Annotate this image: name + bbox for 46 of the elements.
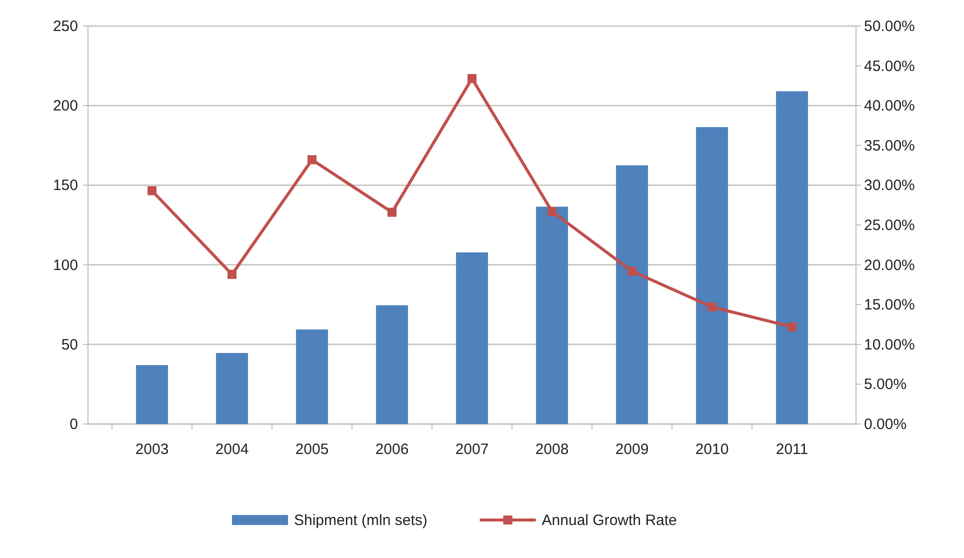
bar	[136, 365, 168, 424]
bar	[536, 206, 568, 424]
point	[308, 155, 316, 164]
y2-tick-label: 10.00%	[864, 336, 915, 354]
point	[708, 302, 716, 312]
y2-tick-label: 40.00%	[864, 98, 915, 115]
point	[548, 206, 556, 216]
point	[148, 186, 156, 196]
point	[628, 266, 636, 276]
bar	[216, 352, 248, 424]
y-tick-label: 100	[52, 256, 78, 274]
y-tick-label: 50	[61, 336, 78, 354]
y-tick-label: 0	[70, 416, 78, 433]
y2-tick-label: 0.00%	[864, 416, 907, 433]
bar	[616, 165, 648, 424]
y-tick-label: 200	[52, 98, 78, 115]
x-tick-label: 2009	[615, 441, 649, 458]
y2-tick-label: 50.00%	[864, 18, 915, 35]
point	[788, 322, 796, 332]
x-tick-label: 2005	[295, 441, 329, 458]
x-tick-label: 2007	[455, 441, 489, 458]
bar	[696, 127, 728, 424]
y2-tick-label: 5.00%	[864, 376, 907, 394]
bar	[376, 305, 408, 424]
legend-label: Annual Growth Rate	[542, 512, 677, 529]
bar	[296, 329, 328, 424]
bar	[776, 91, 808, 424]
y2-tick-label: 30.00%	[864, 177, 915, 194]
y2-tick-label: 35.00%	[864, 137, 915, 154]
y-tick-label: 250	[52, 18, 78, 35]
legend-label: Shipment (mln sets)	[294, 512, 428, 529]
point	[228, 270, 236, 279]
bar	[456, 252, 488, 424]
y2-tick-label: 25.00%	[864, 217, 915, 234]
x-tick-label: 2008	[535, 441, 569, 458]
y2-tick-label: 45.00%	[864, 58, 915, 75]
point	[468, 74, 476, 84]
x-tick-label: 2006	[375, 441, 409, 458]
y2-tick-label: 20.00%	[864, 256, 915, 274]
x-tick-label: 2010	[695, 441, 729, 458]
x-tick-label: 2004	[215, 441, 249, 458]
y-tick-label: 150	[52, 177, 78, 194]
x-tick-label: 2003	[135, 441, 169, 458]
point	[388, 208, 396, 217]
y2-tick-label: 15.00%	[864, 296, 915, 314]
x-tick-label: 2011	[776, 441, 808, 458]
